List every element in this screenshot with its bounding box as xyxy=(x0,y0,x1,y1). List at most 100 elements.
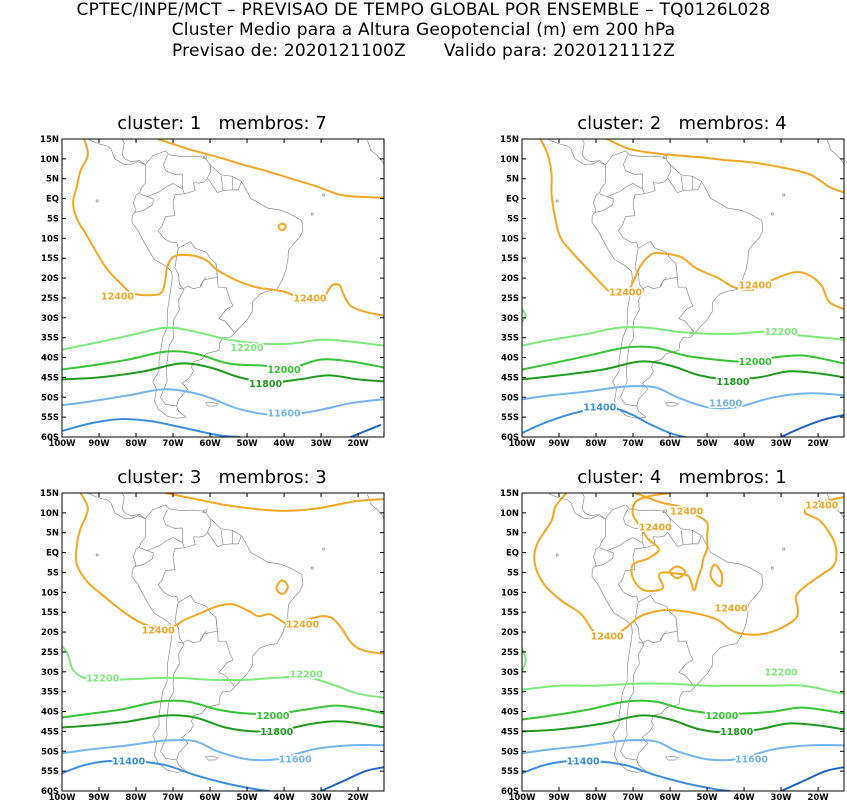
svg-text:10S: 10S xyxy=(41,588,59,598)
contour-11600-0 xyxy=(522,739,844,762)
svg-text:15S: 15S xyxy=(501,254,519,264)
contour-12200-0 xyxy=(62,645,384,699)
contour-label: 11600 xyxy=(709,399,742,410)
contour-label: 11400 xyxy=(567,757,600,768)
svg-text:30S: 30S xyxy=(501,668,519,678)
header-line-1: CPTEC/INPE/MCT – PREVISAO DE TEMPO GLOBA… xyxy=(76,0,771,20)
svg-text:100W: 100W xyxy=(508,793,536,803)
panel-1-title: cluster: 1 membros: 7 xyxy=(117,113,327,134)
contour-11800-0 xyxy=(62,714,384,733)
svg-text:100W: 100W xyxy=(508,439,536,449)
svg-text:70W: 70W xyxy=(622,793,644,803)
svg-text:25S: 25S xyxy=(41,648,59,658)
svg-text:90W: 90W xyxy=(548,439,570,449)
header-line-2: Cluster Medio para a Altura Geopotencial… xyxy=(171,20,676,40)
svg-text:40W: 40W xyxy=(733,439,755,449)
contour-12200-0 xyxy=(522,647,527,673)
svg-text:50W: 50W xyxy=(696,439,718,449)
contour-11200-0 xyxy=(780,414,844,437)
svg-text:60S: 60S xyxy=(41,787,59,797)
svg-text:5S: 5S xyxy=(507,214,519,224)
contour-label: 12400 xyxy=(639,522,672,533)
svg-text:40S: 40S xyxy=(501,354,519,364)
svg-text:20S: 20S xyxy=(41,628,59,638)
svg-text:40S: 40S xyxy=(41,708,59,718)
svg-text:10N: 10N xyxy=(40,155,59,165)
contour-12400-2 xyxy=(157,139,384,199)
svg-text:30W: 30W xyxy=(310,793,332,803)
svg-text:35S: 35S xyxy=(501,688,519,698)
contour-label: 12400 xyxy=(286,620,319,631)
svg-text:70W: 70W xyxy=(162,439,184,449)
svg-text:50W: 50W xyxy=(696,793,718,803)
svg-text:55S: 55S xyxy=(41,413,59,423)
svg-text:15N: 15N xyxy=(500,489,519,499)
contour-12200-0 xyxy=(522,326,844,347)
svg-text:30S: 30S xyxy=(41,668,59,678)
svg-text:20W: 20W xyxy=(347,793,369,803)
contour-11600-0 xyxy=(62,388,384,417)
contour-label: 12400 xyxy=(805,500,838,511)
svg-text:45S: 45S xyxy=(501,727,519,737)
svg-text:EQ: EQ xyxy=(46,549,59,559)
contour-label: 12400 xyxy=(739,281,772,292)
contour-12400-1 xyxy=(606,139,844,194)
svg-text:45S: 45S xyxy=(501,373,519,383)
svg-text:30W: 30W xyxy=(770,793,792,803)
contour-12400-2 xyxy=(669,565,686,580)
contour-12000-0 xyxy=(62,699,384,719)
svg-text:15S: 15S xyxy=(41,608,59,618)
contour-label: 12400 xyxy=(715,604,748,615)
svg-text:60S: 60S xyxy=(501,787,519,797)
svg-text:35S: 35S xyxy=(41,334,59,344)
svg-text:20S: 20S xyxy=(41,274,59,284)
contour-12000-0 xyxy=(522,345,844,371)
svg-text:50S: 50S xyxy=(41,393,59,403)
contour-11400-0 xyxy=(62,418,241,437)
contour-11600-0 xyxy=(62,739,384,762)
contour-label: 12400 xyxy=(142,626,175,637)
svg-text:40S: 40S xyxy=(41,354,59,364)
contour-12400-0 xyxy=(72,139,384,317)
svg-text:10S: 10S xyxy=(501,234,519,244)
svg-text:EQ: EQ xyxy=(506,195,519,205)
svg-text:10N: 10N xyxy=(40,509,59,519)
svg-text:20S: 20S xyxy=(501,274,519,284)
map-panel-cluster-3: 12400 12400 12200 12200 12000 11800 11400 11600… xyxy=(40,489,385,803)
contour-12000-0 xyxy=(62,350,384,371)
contour-11200-0 xyxy=(349,424,382,437)
svg-text:10N: 10N xyxy=(500,509,519,519)
svg-text:25S: 25S xyxy=(41,294,59,304)
contour-12400-1 xyxy=(275,579,289,595)
contour-label: 12400 xyxy=(591,632,624,643)
contour-12200-1 xyxy=(522,308,527,323)
contour-label: 11600 xyxy=(279,755,312,766)
svg-text:10N: 10N xyxy=(500,155,519,165)
contour-12400-3 xyxy=(709,563,724,588)
contour-label: 12400 xyxy=(293,293,326,304)
contour-11200-0 xyxy=(320,766,384,791)
svg-text:15N: 15N xyxy=(40,135,59,145)
contour-12200-0 xyxy=(62,326,384,351)
contour-label: 12200 xyxy=(231,343,264,354)
contour-11800-0 xyxy=(522,360,844,381)
contour-12400-2 xyxy=(164,493,384,512)
contour-label: 11800 xyxy=(716,377,749,388)
svg-text:60W: 60W xyxy=(199,793,221,803)
contour-label: 12000 xyxy=(268,365,301,376)
svg-text:30W: 30W xyxy=(770,439,792,449)
contour-label: 11800 xyxy=(720,727,753,738)
svg-text:90W: 90W xyxy=(88,439,110,449)
svg-text:5N: 5N xyxy=(506,175,519,185)
svg-text:70W: 70W xyxy=(622,439,644,449)
svg-text:30S: 30S xyxy=(41,314,59,324)
svg-text:55S: 55S xyxy=(501,767,519,777)
svg-text:5S: 5S xyxy=(47,214,59,224)
svg-text:EQ: EQ xyxy=(506,549,519,559)
svg-text:80W: 80W xyxy=(585,439,607,449)
svg-text:80W: 80W xyxy=(125,439,147,449)
svg-text:60W: 60W xyxy=(659,793,681,803)
svg-text:60W: 60W xyxy=(199,439,221,449)
svg-text:20S: 20S xyxy=(501,628,519,638)
contour-label: 11600 xyxy=(735,755,768,766)
